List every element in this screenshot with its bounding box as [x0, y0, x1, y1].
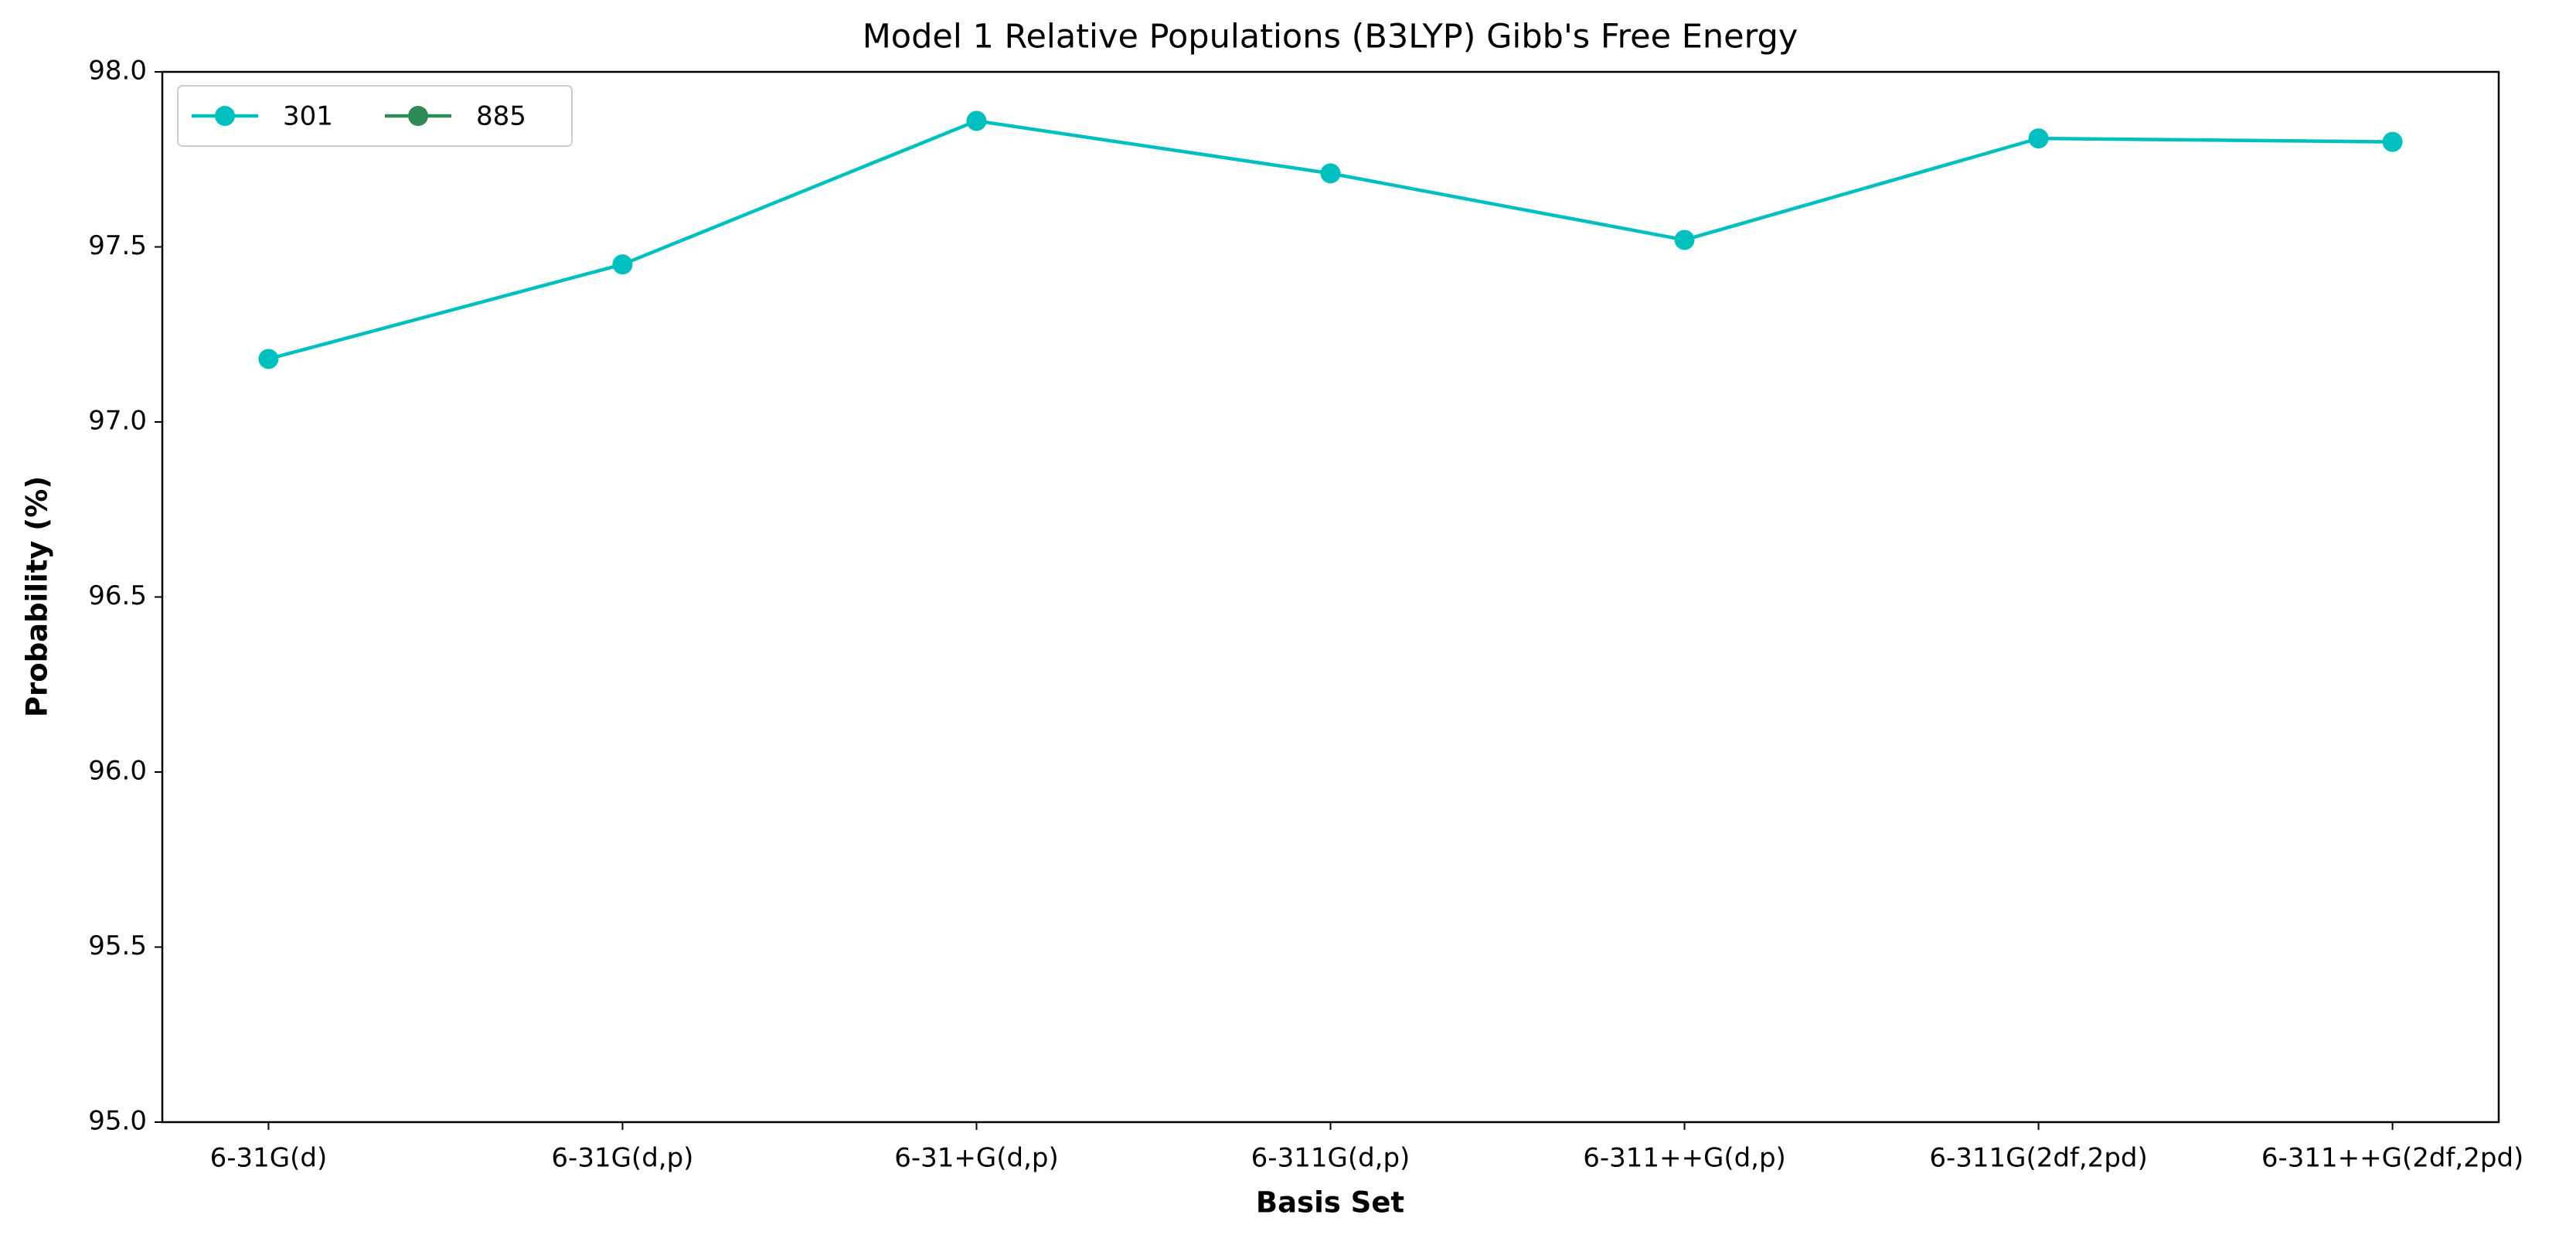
- data-point: [1674, 230, 1695, 250]
- data-point: [1320, 163, 1341, 184]
- y-tick-label: 97.0: [88, 406, 147, 437]
- y-tick-label: 96.0: [88, 756, 147, 787]
- y-tick-label: 95.5: [88, 930, 147, 961]
- chart-title: Model 1 Relative Populations (B3LYP) Gib…: [863, 18, 1798, 56]
- x-tick-label: 6-311++G(2df,2pd): [2261, 1143, 2523, 1174]
- plot-area: [258, 111, 2403, 369]
- x-tick-label: 6-311++G(d,p): [1583, 1143, 1786, 1174]
- legend-box: [177, 85, 573, 147]
- legend-label: 885: [476, 101, 526, 132]
- x-tick-label: 6-31G(d): [210, 1143, 328, 1174]
- legend-marker: [408, 106, 428, 126]
- data-point: [2028, 128, 2049, 149]
- x-tick-label: 6-311G(2df,2pd): [1929, 1143, 2147, 1174]
- x-axis-label: Basis Set: [1256, 1186, 1404, 1219]
- legend: 301 885: [177, 85, 573, 147]
- plot-frame: [161, 70, 2500, 1124]
- y-tick-label: 98.0: [88, 56, 147, 87]
- data-point: [612, 254, 633, 275]
- data-point: [2382, 131, 2403, 152]
- x-tick-label: 6-31+G(d,p): [894, 1143, 1059, 1174]
- legend-label: 301: [283, 101, 333, 132]
- data-point: [258, 349, 279, 369]
- legend-marker: [215, 106, 235, 126]
- y-tick-label: 96.5: [88, 580, 147, 611]
- y-axis-label: Probability (%): [21, 476, 54, 717]
- x-tick-label: 6-31G(d,p): [551, 1143, 693, 1174]
- y-tick-label: 95.0: [88, 1106, 147, 1137]
- y-tick-label: 97.5: [88, 230, 147, 261]
- data-point: [966, 111, 987, 131]
- x-tick-label: 6-311G(d,p): [1251, 1143, 1411, 1174]
